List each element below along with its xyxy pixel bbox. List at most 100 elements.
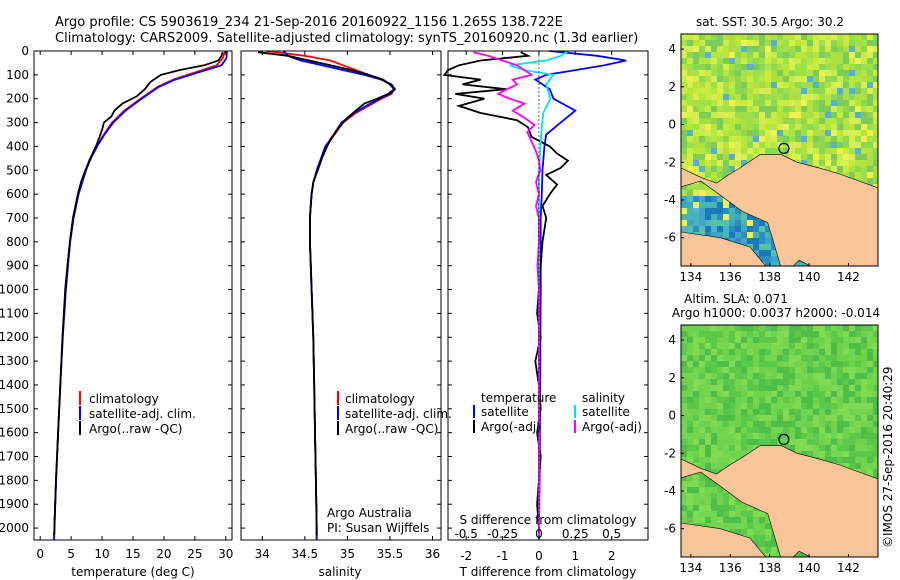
map-cell xyxy=(723,130,730,137)
series-argo-raw-qc- xyxy=(257,51,396,536)
map-cell xyxy=(735,325,742,332)
map-cell xyxy=(735,148,742,155)
map-cell xyxy=(699,70,706,77)
map-cell xyxy=(759,220,766,227)
map-cell xyxy=(825,124,832,131)
map-cell xyxy=(705,451,712,458)
map-frame xyxy=(680,324,879,558)
map-cell xyxy=(801,118,808,125)
map-cell xyxy=(795,142,802,149)
map-cell xyxy=(837,58,844,65)
map-cell xyxy=(777,379,784,386)
map-cell xyxy=(747,100,754,107)
map-cell xyxy=(711,469,718,476)
map-cell xyxy=(747,46,754,53)
map-cell xyxy=(699,373,706,380)
map-cell xyxy=(747,355,754,362)
map-cell xyxy=(771,112,778,119)
map-cell xyxy=(777,325,784,332)
map-cell xyxy=(819,427,826,434)
map-cell xyxy=(795,262,802,266)
map-cell xyxy=(717,361,724,368)
map-cell xyxy=(753,70,760,77)
map-cell xyxy=(693,511,700,518)
map-cell xyxy=(687,517,694,524)
map-cell xyxy=(693,34,700,41)
map-cell xyxy=(807,112,814,119)
map-cell xyxy=(819,367,826,374)
map-cell xyxy=(813,118,820,125)
map-cell xyxy=(873,64,878,71)
map-cell xyxy=(825,343,832,350)
map-cell xyxy=(693,100,700,107)
map-cell xyxy=(735,403,742,410)
map-cell xyxy=(753,238,760,245)
map-cell xyxy=(861,427,868,434)
map-cell xyxy=(747,385,754,392)
map-cell xyxy=(681,445,688,452)
lat-tick-label: 4 xyxy=(668,333,676,347)
map-cell xyxy=(705,34,712,41)
map-cell xyxy=(855,130,862,137)
map-cell xyxy=(873,337,878,344)
map-cell xyxy=(687,427,694,434)
map-cell xyxy=(747,136,754,143)
map-cell xyxy=(699,349,706,356)
map-cell xyxy=(831,349,838,356)
map-cell xyxy=(687,457,694,464)
map-cell xyxy=(687,76,694,83)
map-cell xyxy=(699,475,706,482)
map-cell xyxy=(789,379,796,386)
map-cell xyxy=(795,379,802,386)
map-cell xyxy=(723,100,730,107)
map-cell xyxy=(855,82,862,89)
map-cell xyxy=(729,100,736,107)
map-cell xyxy=(801,433,808,440)
map-cell xyxy=(717,391,724,398)
map-cell xyxy=(747,409,754,416)
map-cell xyxy=(831,100,838,107)
map-cell xyxy=(765,547,772,554)
map-cell xyxy=(729,40,736,47)
map-cell xyxy=(771,52,778,59)
map-cell xyxy=(735,343,742,350)
map-cell xyxy=(783,118,790,125)
map-cell xyxy=(765,391,772,398)
map-cell xyxy=(801,391,808,398)
map-cell xyxy=(747,142,754,149)
map-cell xyxy=(687,367,694,374)
map-cell xyxy=(813,349,820,356)
map-cell xyxy=(831,160,838,167)
map-cell xyxy=(717,343,724,350)
map-cell xyxy=(819,64,826,71)
map-cell xyxy=(717,349,724,356)
map-cell xyxy=(819,112,826,119)
map-cell xyxy=(813,82,820,89)
map-cell xyxy=(789,325,796,332)
map-cell xyxy=(831,70,838,77)
map-cell xyxy=(729,220,736,227)
map-cell xyxy=(741,421,748,428)
map-cell xyxy=(771,403,778,410)
map-cell xyxy=(831,385,838,392)
map-cell xyxy=(717,457,724,464)
map-cell xyxy=(681,130,688,137)
map-cell xyxy=(759,100,766,107)
map-cell xyxy=(783,142,790,149)
map-cell xyxy=(819,391,826,398)
map-cell xyxy=(687,226,694,233)
map-cell xyxy=(801,106,808,113)
map-cell xyxy=(801,349,808,356)
map-cell xyxy=(843,427,850,434)
map-cell xyxy=(705,349,712,356)
map-cell xyxy=(741,451,748,458)
map-cell xyxy=(723,34,730,41)
map-cell xyxy=(735,337,742,344)
map-cell xyxy=(825,46,832,53)
map-cell xyxy=(759,238,766,245)
map-cell xyxy=(747,367,754,374)
lon-tick-label: 138 xyxy=(758,561,781,575)
map-cell xyxy=(783,379,790,386)
map-cell xyxy=(873,94,878,101)
map-cell xyxy=(687,439,694,446)
